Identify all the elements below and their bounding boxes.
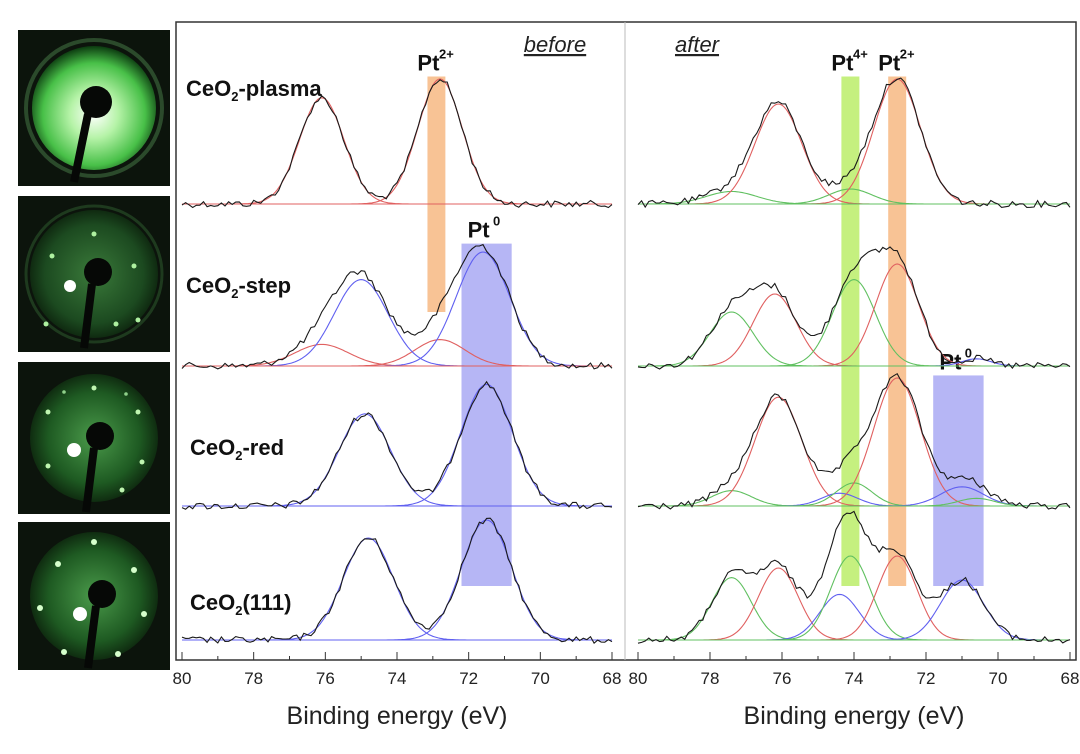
highlight-sup-after-1: 2+: [900, 47, 915, 62]
leed-image-red: [18, 362, 170, 514]
raw-spectrum-after-3: [637, 510, 1071, 644]
raw-spectrum-before-2: [181, 380, 613, 510]
x-tick-label-after-72: 72: [917, 669, 936, 688]
sample-label-1: CeO2-step: [186, 273, 291, 301]
highlight-label-after-1: Pt: [878, 51, 901, 76]
plot-frame: [175, 21, 1077, 661]
highlight-sup-before-0: 2+: [439, 47, 454, 62]
leed-image-111: [18, 522, 170, 670]
highlight-sup-before-1: 0: [493, 214, 500, 229]
x-tick-label-before-74: 74: [388, 669, 407, 688]
x-tick-label-after-74: 74: [845, 669, 864, 688]
highlight-label-before-1: Pt: [468, 218, 491, 243]
raw-spectrum-after-0: [637, 77, 1071, 209]
raw-spectrum-before-3: [181, 517, 613, 645]
x-axis-title-after: Binding energy (eV): [744, 702, 965, 730]
panel-label-before: before: [524, 32, 586, 57]
highlight-label-before-0: Pt: [417, 51, 440, 76]
fit-component-before-1-3: [182, 251, 612, 367]
fit-component-before-0-0: [182, 97, 612, 205]
raw-spectrum-after-1: [637, 246, 1071, 370]
x-tick-label-after-78: 78: [701, 669, 720, 688]
highlight-band-before-1: [461, 243, 512, 586]
x-tick-label-after-68: 68: [1061, 669, 1080, 688]
highlight-label-after-0: Pt: [831, 51, 854, 76]
highlight-sup-after-2: 0: [965, 345, 972, 360]
leed-image-step: [18, 196, 170, 352]
fit-component-after-3-2: [638, 593, 1070, 641]
panel-label-after: after: [675, 32, 721, 57]
fit-component-before-3-1: [182, 519, 612, 641]
fit-component-before-3-0: [182, 537, 612, 641]
highlight-band-after-0: [841, 76, 860, 586]
highlight-sup-after-0: 4+: [853, 47, 868, 62]
highlight-band-before-0: [427, 76, 446, 312]
x-tick-label-before-80: 80: [173, 669, 192, 688]
x-tick-label-after-70: 70: [989, 669, 1008, 688]
x-axis-title-before: Binding energy (eV): [287, 702, 508, 730]
x-tick-label-after-76: 76: [773, 669, 792, 688]
x-tick-label-before-70: 70: [531, 669, 550, 688]
x-tick-label-before-76: 76: [316, 669, 335, 688]
x-tick-label-before-72: 72: [459, 669, 478, 688]
highlight-band-after-1: [888, 76, 907, 586]
sample-label-2: CeO2-red: [190, 435, 284, 463]
highlight-band-after-2: [933, 375, 984, 586]
raw-spectrum-before-0: [181, 79, 613, 209]
x-tick-label-before-68: 68: [603, 669, 622, 688]
raw-spectrum-after-2: [637, 372, 1071, 510]
leed-image-plasma: [18, 30, 170, 186]
x-tick-label-before-78: 78: [244, 669, 263, 688]
sample-label-3: CeO2(111): [190, 590, 291, 618]
x-tick-label-after-80: 80: [629, 669, 648, 688]
fit-component-after-3-0: [638, 577, 1070, 641]
raw-spectrum-before-1: [181, 243, 613, 370]
sample-label-0: CeO2-plasma: [186, 76, 322, 104]
fit-component-after-3-5: [638, 579, 1070, 641]
